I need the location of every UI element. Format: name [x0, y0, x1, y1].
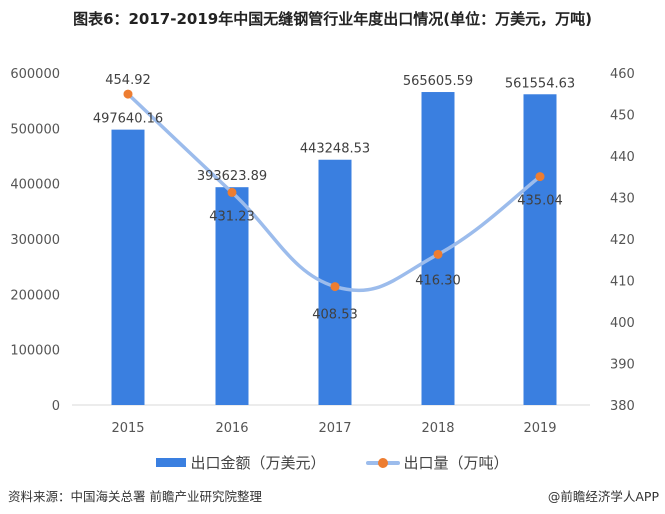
x-tick-label: 2018 — [421, 421, 454, 436]
y-left-tick-label: 0 — [52, 399, 60, 414]
bar-data-label: 497640.16 — [93, 112, 163, 127]
legend-label: 出口量（万吨） — [403, 454, 509, 472]
y-left-tick-label: 400000 — [10, 178, 60, 193]
line-data-label: 408.53 — [312, 308, 358, 323]
chart-title: 图表6：2017-2019年中国无缝钢管行业年度出口情况(单位：万美元，万吨) — [73, 10, 592, 28]
x-tick-label: 2016 — [215, 421, 248, 436]
legend-item-export-value: 出口金额（万美元） — [156, 452, 326, 473]
legend-bar-swatch — [156, 458, 187, 467]
y-right-tick-label: 390 — [610, 358, 635, 373]
bar — [111, 129, 145, 406]
legend-line-swatch — [365, 457, 400, 469]
y-left-tick-label: 200000 — [10, 288, 60, 303]
y-right-tick-label: 420 — [610, 233, 635, 248]
y-right-tick-label: 410 — [610, 275, 635, 290]
line-data-label: 435.04 — [517, 194, 563, 209]
line-data-label: 416.30 — [415, 273, 461, 288]
bar-data-label: 443248.53 — [300, 142, 370, 157]
y-left-tick-label: 600000 — [10, 67, 60, 82]
y-left-tick-label: 500000 — [10, 122, 60, 137]
legend-label: 出口金额（万美元） — [190, 454, 326, 472]
line-marker — [227, 187, 237, 197]
y-right-tick-label: 400 — [610, 316, 635, 331]
line-marker — [123, 89, 133, 99]
credit: @前瞻经济学人APP — [547, 489, 659, 504]
bar-data-label: 565605.59 — [403, 74, 473, 89]
y-right-tick-label: 430 — [610, 192, 635, 207]
bar-data-label: 393623.89 — [197, 169, 267, 184]
y-left-tick-label: 300000 — [10, 233, 60, 248]
y-right-tick-label: 380 — [610, 399, 635, 414]
line-marker — [433, 249, 443, 259]
y-right-tick-label: 450 — [610, 109, 635, 124]
line-data-label: 454.92 — [105, 73, 151, 88]
y-right-tick-label: 440 — [610, 150, 635, 165]
line-data-label: 431.23 — [209, 209, 255, 224]
bar — [523, 94, 557, 405]
legend: 出口金额（万美元） 出口量（万吨） — [0, 452, 665, 473]
bar-data-label: 561554.63 — [505, 76, 575, 91]
line-marker — [330, 282, 340, 292]
bar — [215, 187, 249, 405]
legend-item-export-volume: 出口量（万吨） — [365, 452, 509, 473]
x-tick-label: 2017 — [318, 421, 351, 436]
x-tick-label: 2019 — [523, 421, 556, 436]
source-note: 资料来源：中国海关总署 前瞻产业研究院整理 — [8, 489, 262, 504]
line-marker — [535, 172, 545, 182]
y-left-tick-label: 100000 — [10, 344, 60, 359]
y-right-tick-label: 460 — [610, 67, 635, 82]
x-tick-label: 2015 — [111, 421, 144, 436]
